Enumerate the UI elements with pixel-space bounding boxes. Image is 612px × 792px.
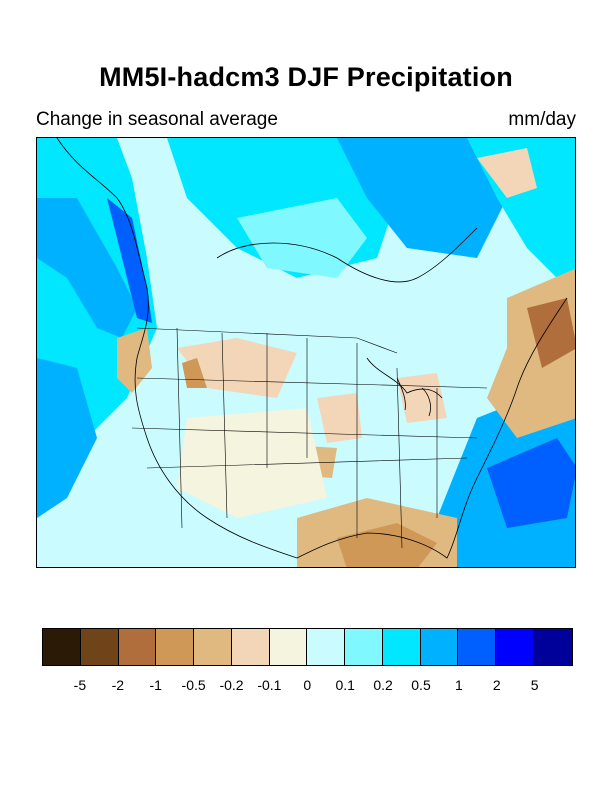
colorbar	[42, 628, 573, 666]
colorbar-swatch	[231, 629, 270, 665]
field-atlantic-max	[487, 438, 575, 528]
field-nova-scotia-max	[527, 298, 575, 368]
colorbar-tick-label: 0.5	[411, 677, 431, 693]
chart-title: MM5I-hadcm3 DJF Precipitation	[99, 62, 513, 92]
precipitation-map	[36, 137, 576, 568]
colorbar-tick-label: 0.1	[335, 677, 355, 693]
colorbar-swatch	[118, 629, 157, 665]
colorbar-swatch	[496, 629, 534, 665]
coastlines	[56, 138, 568, 559]
colorbar-tick-label: -2	[111, 677, 125, 693]
colorbar-swatch	[269, 629, 308, 665]
colorbar-swatch	[382, 629, 421, 665]
colorbar-tick-label: -0.5	[181, 677, 206, 693]
field-oregon-dry	[117, 328, 152, 393]
colorbar-swatch	[156, 629, 194, 665]
field-hudson	[237, 198, 367, 278]
field-midwest-dry	[317, 393, 362, 443]
units-label: mm/day	[508, 109, 576, 130]
colorbar-swatch	[458, 629, 496, 665]
colorbar-swatch	[345, 629, 383, 665]
state-borders	[131, 327, 488, 549]
colorbar-swatch	[80, 629, 119, 665]
colorbar-tick-label: -0.1	[257, 677, 282, 693]
colorbar-swatch	[533, 629, 572, 665]
colorbar-tick-label: 5	[530, 677, 539, 693]
colorbar-swatch	[194, 629, 232, 665]
field-bc-max	[107, 198, 152, 323]
colorbar-tick-label: 2	[492, 677, 501, 693]
colorbar-swatch	[420, 629, 459, 665]
colorbar-tick-label: 1	[454, 677, 463, 693]
field-pacific	[37, 358, 97, 518]
field-southwest	[177, 408, 327, 518]
field-bc-coast	[37, 198, 137, 338]
colorbar-tick-label: -5	[73, 677, 87, 693]
colorbar-swatch	[43, 629, 81, 665]
colorbar-tick-label: -0.2	[219, 677, 244, 693]
colorbar-tick-label: -1	[149, 677, 162, 693]
colorbar-tick-label: 0.2	[373, 677, 393, 693]
colorbar-swatch	[307, 629, 345, 665]
field-arctic	[337, 138, 507, 258]
field-idaho-dry	[182, 358, 207, 388]
colorbar-tick-label: 0	[303, 677, 312, 693]
field-greenland-dry	[477, 148, 537, 198]
map-canvas	[37, 138, 575, 567]
subtitle: Change in seasonal average	[36, 109, 278, 130]
